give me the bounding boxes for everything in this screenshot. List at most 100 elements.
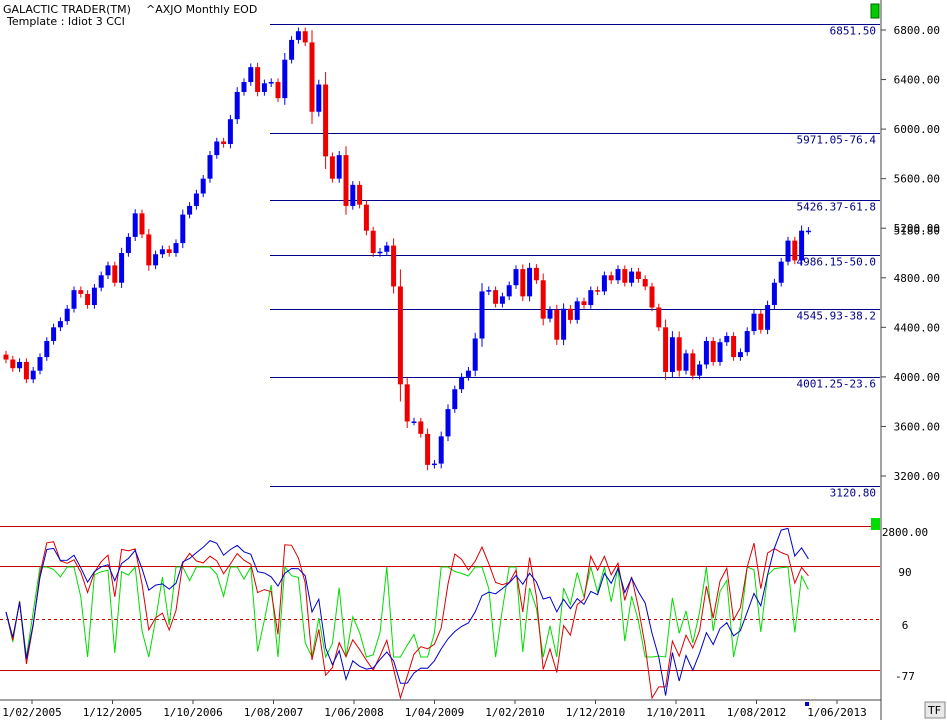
fib-label: 4986.15-50.0 [797, 256, 876, 269]
candle-body [561, 308, 567, 340]
candle-body [166, 249, 172, 253]
candle-body [608, 275, 614, 281]
candle-body [370, 230, 376, 253]
fib-label: 4001.25-23.6 [797, 378, 876, 391]
x-tick-label: 1/02/2010 [485, 706, 545, 719]
candle-body [731, 336, 737, 358]
y-tick-label: 5200.00 [894, 222, 940, 235]
y-tick-label: 3200.00 [894, 470, 940, 483]
candle-body [805, 230, 811, 233]
candle-body [57, 321, 63, 328]
candle-body [309, 42, 315, 112]
candle-body [37, 357, 43, 371]
candle-body [17, 362, 23, 369]
candle-body [295, 31, 301, 40]
candle-body [377, 251, 383, 254]
candle-body [302, 31, 308, 43]
cci-panel: 2800.00 90 6 -77 [0, 526, 928, 700]
fib-label: 6851.50 [830, 25, 876, 38]
candle-body [683, 353, 689, 371]
candle-body [132, 213, 138, 237]
x-tick-label: 1/02/2005 [2, 706, 62, 719]
candle-body [656, 307, 662, 328]
candle-body [125, 236, 131, 253]
candle-body [282, 59, 288, 99]
cci-slow-line [5, 527, 809, 696]
scroll-top-marker[interactable] [870, 3, 880, 19]
x-tick-label: 1/10/2006 [163, 706, 223, 719]
y-tick-label: 4000.00 [894, 371, 940, 384]
candle-body [119, 253, 125, 283]
candle-body [799, 230, 805, 261]
candle-body [10, 359, 16, 369]
candle-body [180, 214, 186, 244]
cci-tick-label: 6 [902, 619, 909, 632]
candle-body [465, 370, 471, 377]
candle-body [105, 265, 111, 276]
candle-body [486, 290, 492, 292]
candle-body [703, 340, 709, 365]
candle-body [268, 82, 274, 84]
app-title: GALACTIC TRADER(TM) [3, 3, 131, 16]
candle-body [275, 82, 281, 99]
candle-body [581, 301, 587, 306]
candle-body [737, 352, 743, 358]
candle-body [112, 265, 118, 283]
candle-body [533, 267, 539, 281]
candle-body [513, 269, 519, 286]
candle-body [159, 249, 165, 255]
candle-body [44, 340, 50, 358]
candle-body [384, 245, 390, 252]
candle-body [425, 433, 431, 465]
tf-button[interactable] [924, 701, 946, 719]
x-tick-label: 1/08/2007 [244, 706, 304, 719]
candle-body [765, 305, 771, 330]
candle-body [751, 313, 757, 332]
candle-body [146, 234, 152, 266]
candle-body [459, 376, 465, 390]
x-tick-label: 1/12/2005 [83, 706, 143, 719]
candle-body [527, 267, 533, 297]
candle-body [669, 337, 675, 372]
candle-body [663, 327, 669, 372]
candle-body [411, 421, 417, 423]
candle-body [676, 337, 682, 371]
cci-tick-label: -77 [895, 670, 915, 683]
candle-body [574, 301, 580, 320]
candle-body [71, 290, 77, 309]
candle-body [744, 331, 750, 353]
candle-body [697, 364, 703, 376]
y-tick-label: 6400.00 [894, 74, 940, 87]
candle-body [452, 389, 458, 410]
candle-body [3, 354, 9, 360]
y-tick-label: 5600.00 [894, 173, 940, 186]
candle-body [785, 240, 791, 262]
candle-body [336, 155, 342, 179]
price-y-axis: 6800.00 6400.00 6000.00 5600.00 5200.00 4800.… [881, 24, 940, 483]
x-tick-label: 1/08/2012 [727, 706, 787, 719]
candle-body [316, 84, 322, 112]
candle-body [595, 290, 601, 292]
candle-body [98, 275, 104, 288]
candle-body [139, 213, 145, 235]
panel-resize-marker[interactable] [871, 518, 880, 530]
x-tick-label: 1/12/2010 [566, 706, 626, 719]
candle-body [30, 370, 36, 380]
candle-body [479, 291, 485, 339]
candle-body [23, 362, 29, 380]
y-tick-label: 6000.00 [894, 123, 940, 136]
candle-body [214, 141, 220, 156]
candle-body [649, 286, 655, 308]
candle-body [64, 308, 70, 322]
candle-body [207, 155, 213, 179]
candle-body [391, 245, 397, 287]
candle-body [248, 67, 254, 83]
candle-body [78, 290, 84, 294]
x-axis: 1/02/2005 1/12/2005 1/10/2006 1/08/2007 1/06… [2, 700, 867, 719]
candle-body [778, 261, 784, 283]
candle-body [690, 353, 696, 376]
candle-body [234, 91, 240, 120]
candle-body [255, 67, 261, 92]
candle-body [85, 293, 91, 306]
